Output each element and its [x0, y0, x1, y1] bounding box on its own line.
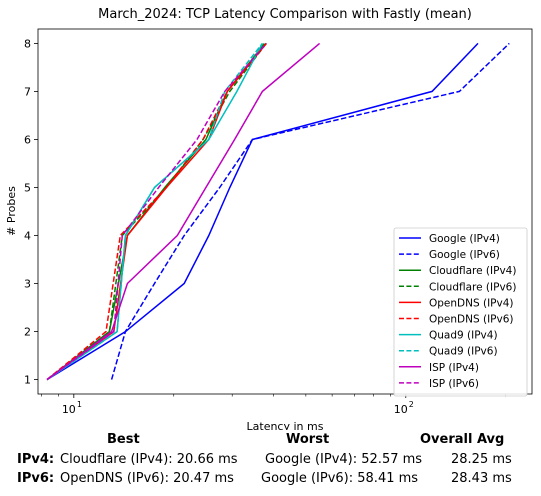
- y-axis-label: # Probes: [5, 186, 18, 236]
- legend-label: ISP (IPv4): [429, 362, 479, 374]
- x-tick-exponent: 1: [77, 400, 82, 409]
- y-tick-label: 7: [24, 85, 31, 98]
- legend-label: OpenDNS (IPv4): [429, 297, 514, 309]
- summary-header-best: Best: [107, 432, 140, 447]
- series-line: [110, 42, 510, 380]
- legend-label: Quad9 (IPv6): [429, 346, 498, 358]
- series-line: [46, 42, 265, 381]
- series-line: [46, 42, 267, 381]
- summary-row-worst: Google (IPv6): 58.41 ms: [261, 471, 419, 486]
- legend-label: Quad9 (IPv4): [429, 330, 498, 342]
- legend-label: Google (IPv6): [429, 249, 500, 261]
- y-tick-label: 8: [24, 37, 31, 50]
- x-tick-label: 10 2: [394, 400, 414, 416]
- x-tick-base: 10: [62, 403, 76, 416]
- x-tick-base: 10: [394, 403, 408, 416]
- summary-row-avg: 28.43 ms: [451, 471, 512, 486]
- legend-label: ISP (IPv6): [429, 378, 479, 390]
- legend-box: [393, 227, 528, 397]
- summary-table: Best Worst Overall Avg IPv4: Cloudflare …: [0, 430, 541, 496]
- latency-chart: March_2024: TCP Latency Comparison with …: [5, 7, 533, 430]
- summary-row-label: IPv6:: [17, 471, 55, 486]
- legend-label: Cloudflare (IPv4): [429, 265, 516, 277]
- plot-area: [46, 42, 510, 381]
- summary-row-best: Cloudflare (IPv4): 20.66 ms: [60, 452, 238, 467]
- legend-label: OpenDNS (IPv6): [429, 314, 514, 326]
- y-tick-label: 6: [24, 133, 31, 146]
- legend-label: Cloudflare (IPv6): [429, 281, 516, 293]
- summary-row-worst: Google (IPv4): 52.57 ms: [265, 452, 423, 467]
- chart-title: March_2024: TCP Latency Comparison with …: [98, 7, 472, 22]
- summary-row-label: IPv4:: [17, 452, 55, 467]
- summary-header-worst: Worst: [286, 432, 330, 447]
- series-line: [46, 42, 267, 381]
- summary-row-best: OpenDNS (IPv6): 20.47 ms: [60, 471, 234, 486]
- series-line: [46, 42, 267, 381]
- y-tick-label: 2: [24, 326, 31, 339]
- x-tick-label: 10 1: [62, 400, 82, 416]
- x-axis: 10 1 10 2: [41, 394, 507, 416]
- series-line: [46, 42, 479, 381]
- y-tick-label: 4: [24, 230, 31, 243]
- legend: Google (IPv4) Google (IPv6) Cloudflare (IP…: [393, 227, 528, 397]
- y-axis: 1 2 3 4 5 6 7 8: [24, 37, 38, 387]
- series-line: [46, 43, 264, 381]
- series-line: [46, 42, 321, 381]
- x-tick-exponent: 2: [409, 400, 414, 409]
- plot-frame: [37, 28, 533, 395]
- y-tick-label: 3: [24, 278, 31, 291]
- summary-row-avg: 28.25 ms: [451, 452, 512, 467]
- legend-label: Google (IPv4): [429, 233, 500, 245]
- y-tick-label: 1: [24, 374, 31, 387]
- y-tick-label: 5: [24, 181, 31, 194]
- summary-header-avg: Overall Avg: [420, 432, 505, 447]
- x-axis-label: Latency in ms: [247, 420, 324, 430]
- series-line: [46, 42, 263, 381]
- series-line: [46, 42, 267, 381]
